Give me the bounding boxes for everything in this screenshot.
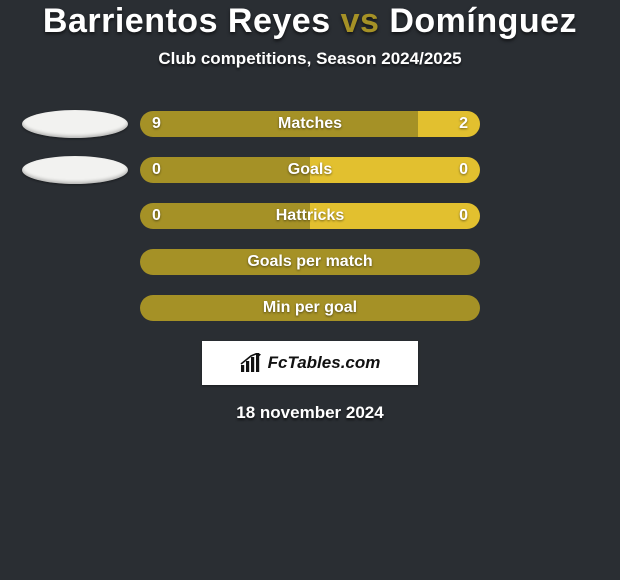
- stat-left-value: 9: [152, 111, 161, 137]
- stat-bar: Hattricks00: [140, 203, 480, 229]
- bar-right-segment: [310, 157, 480, 183]
- comparison-card: Barrientos Reyes vs Domínguez Club compe…: [0, 0, 620, 423]
- stat-rows: Matches92Goals00Hattricks00Goals per mat…: [0, 101, 620, 331]
- stat-left-value: 0: [152, 203, 161, 229]
- player2-name: Domínguez: [389, 2, 577, 40]
- stat-row: Hattricks00: [0, 193, 620, 239]
- player1-name: Barrientos Reyes: [43, 2, 331, 40]
- stat-row: Min per goal: [0, 285, 620, 331]
- stat-row: Goals00: [0, 147, 620, 193]
- chart-icon: [240, 353, 262, 373]
- stat-bar: Goals00: [140, 157, 480, 183]
- bar-left-segment: [140, 203, 310, 229]
- stat-right-value: 2: [459, 111, 468, 137]
- stat-right-value: 0: [459, 157, 468, 183]
- bar-right-segment: [310, 203, 480, 229]
- stat-right-value: 0: [459, 203, 468, 229]
- bar-right-segment: [418, 111, 480, 137]
- stat-left-value: 0: [152, 157, 161, 183]
- stat-bar: Min per goal: [140, 295, 480, 321]
- bar-left-segment: [140, 157, 310, 183]
- club-badge-placeholder: [22, 156, 128, 184]
- logo-text: FcTables.com: [268, 353, 381, 373]
- logo-box: FcTables.com: [202, 341, 418, 385]
- stat-bar: Goals per match: [140, 249, 480, 275]
- vs-text: vs: [341, 2, 380, 40]
- bar-left-segment: [140, 111, 418, 137]
- stat-row: Matches92: [0, 101, 620, 147]
- stat-bar: Matches92: [140, 111, 480, 137]
- stat-row: Goals per match: [0, 239, 620, 285]
- subtitle: Club competitions, Season 2024/2025: [0, 49, 620, 69]
- bar-left-segment: [140, 295, 480, 321]
- date-text: 18 november 2024: [0, 403, 620, 423]
- bar-left-segment: [140, 249, 480, 275]
- left-club-slot: [10, 110, 140, 138]
- logo: FcTables.com: [240, 353, 381, 373]
- left-club-slot: [10, 156, 140, 184]
- club-badge-placeholder: [22, 110, 128, 138]
- page-title: Barrientos Reyes vs Domínguez: [0, 2, 620, 41]
